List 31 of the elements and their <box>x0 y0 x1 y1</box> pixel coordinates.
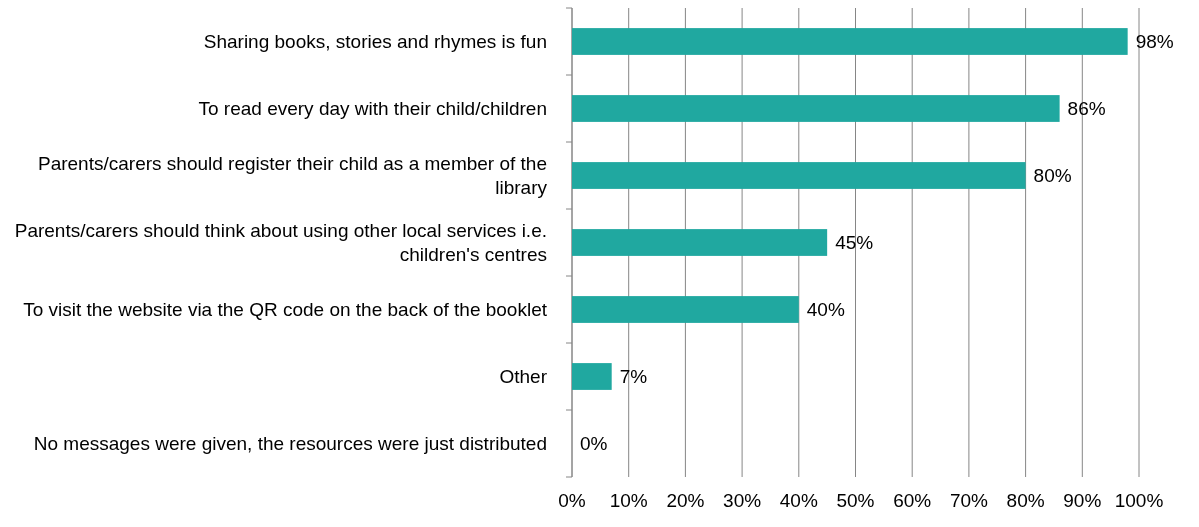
data-label: 0% <box>580 433 608 455</box>
bar <box>572 162 1026 189</box>
data-label: 7% <box>619 366 648 388</box>
y-tick-label: Other <box>499 366 548 388</box>
x-tick-label: 30% <box>723 490 762 511</box>
data-label: 98% <box>1135 31 1174 53</box>
x-tick-label: 60% <box>893 490 932 511</box>
bar <box>572 28 1128 55</box>
x-tick-label: 70% <box>949 490 989 511</box>
y-tick-label: Sharing books, stories and rhymes is fun <box>203 31 547 53</box>
y-tick-label: Parents/carers should register their child as a member of the library <box>37 153 548 199</box>
bar <box>572 229 828 256</box>
x-tick-label: 80% <box>1006 490 1045 511</box>
data-label: 80% <box>1033 165 1072 187</box>
x-tick-label: 100% <box>1114 490 1164 511</box>
x-tick-label: 40% <box>779 490 818 511</box>
x-tick-label: 0% <box>558 490 586 511</box>
data-label: 40% <box>806 299 845 321</box>
x-tick-label: 50% <box>836 490 875 511</box>
x-tick-label: 20% <box>666 490 705 511</box>
bar <box>572 363 612 390</box>
y-tick-label: To visit the website via the QR code on the back of the booklet <box>23 299 548 321</box>
bar <box>572 296 799 323</box>
y-tick-label: No messages were given, the resources were just distributed <box>33 433 547 455</box>
data-label: 45% <box>835 232 874 254</box>
y-tick-label: Parents/carers should think about using other local services i.e. children's centres <box>14 220 547 266</box>
bar <box>572 95 1060 122</box>
x-tick-label: 90% <box>1063 490 1102 511</box>
data-label: 86% <box>1067 98 1106 120</box>
x-tick-label: 10% <box>609 490 648 511</box>
y-tick-label: To read every day with their child/children <box>198 98 547 120</box>
